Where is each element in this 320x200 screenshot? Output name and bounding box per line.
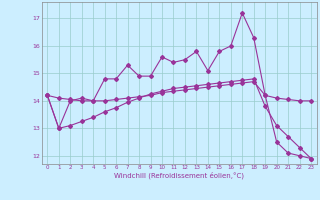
X-axis label: Windchill (Refroidissement éolien,°C): Windchill (Refroidissement éolien,°C) xyxy=(114,172,244,179)
